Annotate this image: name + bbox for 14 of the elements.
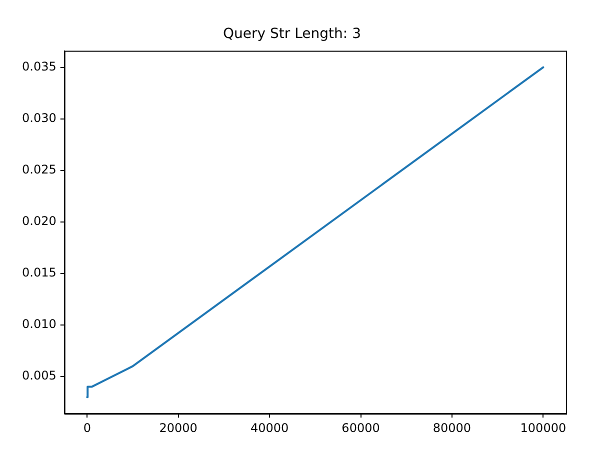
x-tick-label: 80000 bbox=[432, 420, 472, 435]
y-tick-label: 0.020 bbox=[22, 214, 56, 228]
x-tick-label: 40000 bbox=[250, 420, 289, 435]
x-tick-label: 100000 bbox=[520, 420, 566, 435]
chart-title: Query Str Length: 3 bbox=[223, 26, 361, 42]
y-tick-label: 0.035 bbox=[22, 59, 56, 74]
y-tick-label: 0.015 bbox=[22, 266, 56, 280]
y-tick-label: 0.005 bbox=[22, 368, 56, 383]
y-tick-label: 0.030 bbox=[22, 110, 56, 125]
x-tick-label: 60000 bbox=[342, 420, 380, 435]
y-tick-label: 0.010 bbox=[22, 317, 56, 332]
y-tick-label: 0.025 bbox=[22, 162, 56, 176]
x-tick-label: 20000 bbox=[159, 420, 198, 435]
x-tick-label: 0 bbox=[83, 420, 91, 435]
